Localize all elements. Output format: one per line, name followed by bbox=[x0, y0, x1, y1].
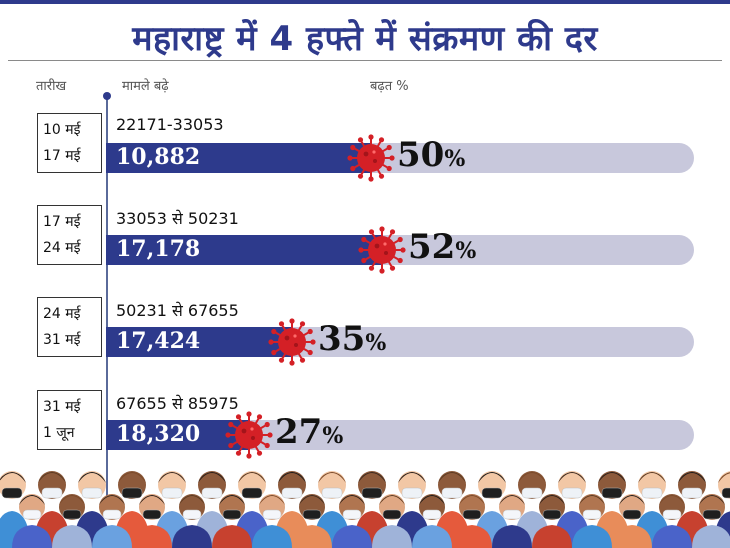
axis-dot bbox=[103, 92, 111, 100]
date-start: 17 मई bbox=[43, 214, 81, 230]
date-end: 17 मई bbox=[43, 148, 81, 164]
case-range: 67655 से 85975 bbox=[116, 394, 239, 413]
date-start: 24 मई bbox=[43, 306, 81, 322]
percent-sign: % bbox=[444, 146, 466, 172]
case-increase: 17,178 bbox=[116, 236, 201, 262]
bar-fill bbox=[106, 327, 292, 357]
growth-percent-value: 27 bbox=[275, 412, 323, 452]
virus-icon bbox=[268, 318, 316, 366]
percent-sign: % bbox=[322, 423, 344, 449]
case-increase: 17,424 bbox=[116, 328, 201, 354]
growth-percent-value: 35 bbox=[318, 319, 366, 359]
date-box: 17 मई 24 मई bbox=[37, 205, 102, 265]
case-range: 22171-33053 bbox=[116, 115, 224, 134]
date-end: 1 जून bbox=[43, 425, 75, 441]
growth-percent: 52% bbox=[408, 227, 476, 267]
top-rule bbox=[0, 0, 730, 4]
chart-row: 10 मई 17 मई 22171-33053 10,882 50% bbox=[0, 113, 730, 183]
case-increase: 18,320 bbox=[116, 421, 201, 447]
date-column-header: तारीख bbox=[36, 79, 67, 94]
virus-icon bbox=[358, 226, 406, 274]
case-increase: 10,882 bbox=[116, 144, 201, 170]
growth-percent: 35% bbox=[318, 319, 386, 359]
chart-row: 24 मई 31 मई 50231 से 67655 17,424 35% bbox=[0, 297, 730, 367]
date-box: 31 मई 1 जून bbox=[37, 390, 102, 450]
growth-percent-value: 52 bbox=[408, 227, 456, 267]
percent-sign: % bbox=[365, 330, 387, 356]
vertical-axis bbox=[106, 96, 108, 496]
date-box: 24 मई 31 मई bbox=[37, 297, 102, 357]
bar-fill bbox=[106, 143, 371, 173]
chart-row: 31 मई 1 जून 67655 से 85975 18,320 27% bbox=[0, 390, 730, 460]
date-start: 31 मई bbox=[43, 399, 81, 415]
date-end: 31 मई bbox=[43, 332, 81, 348]
case-range: 33053 से 50231 bbox=[116, 209, 239, 228]
case-range: 50231 से 67655 bbox=[116, 301, 239, 320]
date-box: 10 मई 17 मई bbox=[37, 113, 102, 173]
date-end: 24 मई bbox=[43, 240, 81, 256]
virus-icon bbox=[347, 134, 395, 182]
crowd-illustration bbox=[0, 471, 730, 548]
title-divider bbox=[8, 60, 722, 61]
virus-icon bbox=[225, 411, 273, 459]
bar-fill bbox=[106, 235, 382, 265]
growth-percent: 50% bbox=[397, 135, 465, 175]
growth-column-header: बढ़त % bbox=[370, 79, 409, 94]
growth-percent: 27% bbox=[275, 412, 343, 452]
date-start: 10 मई bbox=[43, 122, 81, 138]
growth-percent-value: 50 bbox=[397, 135, 445, 175]
cases-column-header: मामले बढ़े bbox=[122, 79, 169, 94]
chart-row: 17 मई 24 मई 33053 से 50231 17,178 52% bbox=[0, 205, 730, 275]
bar-fill bbox=[106, 420, 249, 450]
chart-title: महाराष्ट्र में 4 हफ्ते में संक्रमण की दर bbox=[132, 19, 598, 59]
percent-sign: % bbox=[455, 238, 477, 264]
